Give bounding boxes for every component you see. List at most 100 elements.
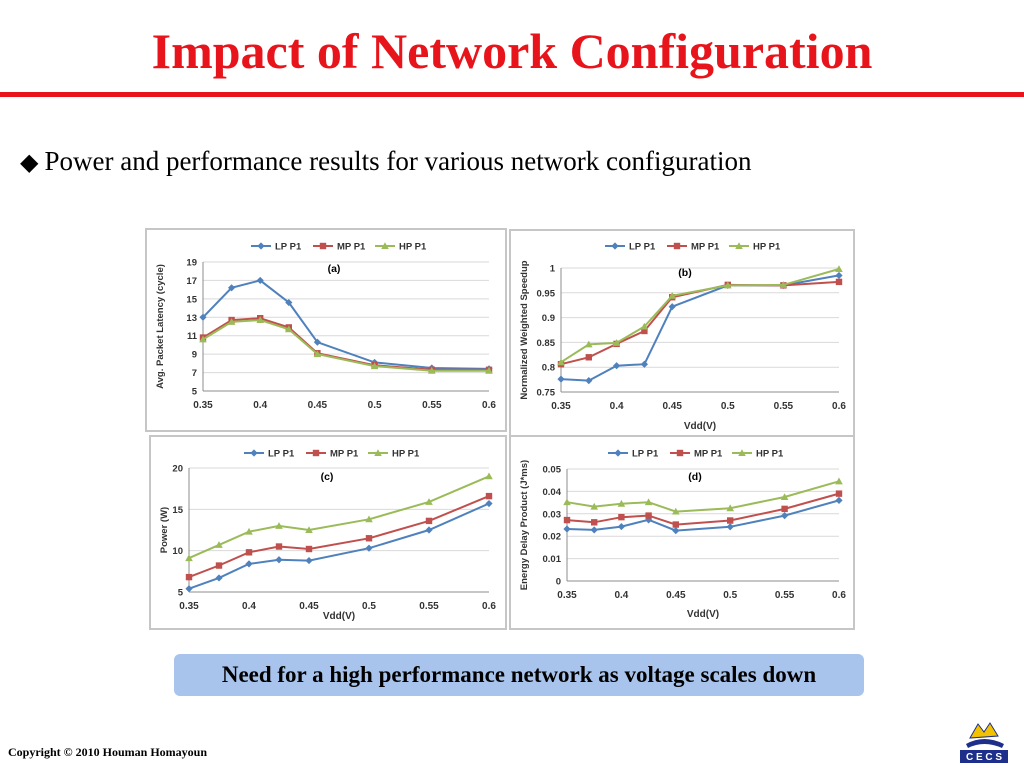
legend-marker	[738, 449, 746, 456]
x-tick-label: 0.45	[299, 601, 319, 612]
data-point	[305, 545, 313, 553]
legend-item: HP P1	[368, 449, 420, 460]
data-point	[185, 573, 193, 581]
chart-panel-c: 5 10 15 20 0.35 0.4 0.45 0.5 0.55 0.6 Vdd(V) Power …	[149, 435, 507, 630]
y-tick-label: 0.85	[537, 338, 556, 349]
data-point	[668, 291, 676, 299]
data-point	[726, 523, 734, 531]
legend-item: LP P1	[605, 242, 656, 253]
legend-item: LP P1	[608, 449, 659, 460]
panel-label: (a)	[328, 263, 341, 275]
y-tick-label: 0.05	[543, 465, 562, 476]
data-point	[365, 544, 373, 552]
series-line	[566, 480, 840, 513]
series-line	[566, 499, 840, 532]
chart-panel-a: 5 7 9 11 13 15 17 19 0.35 0.4 0.45 0.5 0.55 0.6 Avg. P…	[145, 228, 507, 432]
legend-item: HP P1	[729, 242, 781, 253]
legend-marker	[319, 242, 327, 250]
data-point	[835, 490, 843, 497]
y-axis-label: Power (W)	[159, 507, 170, 553]
y-tick-label: 0.75	[537, 388, 556, 399]
y-tick-label: 0.02	[543, 532, 562, 543]
x-tick-label: 0.55	[422, 400, 442, 411]
chart-panel-b: 0.75 0.8 0.85 0.9 0.95 1 0.35 0.4 0.45 0.5 0.55 0.6…	[509, 229, 855, 437]
data-point	[779, 281, 788, 288]
data-point	[365, 515, 373, 523]
x-tick-label: 0.5	[723, 590, 737, 601]
series-line	[202, 279, 490, 370]
y-tick-label: 19	[186, 258, 197, 269]
legend-item: LP P1	[244, 449, 295, 460]
legend-marker	[381, 242, 389, 249]
data-point	[724, 281, 732, 289]
data-point	[557, 375, 565, 383]
x-tick-label: 0.55	[419, 601, 439, 612]
y-tick-label: 1	[550, 264, 556, 275]
logo-text: C E C S	[966, 752, 1002, 763]
x-tick-label: 0.45	[308, 400, 328, 411]
latency-chart: 5 7 9 11 13 15 17 19 0.35 0.4 0.45 0.5 0.55 0.6 Avg. P…	[155, 242, 496, 412]
data-point	[835, 496, 843, 504]
x-tick-label: 0.6	[832, 401, 846, 412]
y-axis-label: Avg. Packet Latency (cycle)	[155, 264, 166, 389]
data-point	[585, 354, 592, 361]
x-tick-label: 0.5	[368, 400, 382, 411]
legend-item: MP P1	[313, 242, 366, 253]
data-point	[835, 477, 843, 485]
legend-marker	[250, 449, 258, 457]
x-tick-label: 0.35	[557, 590, 577, 601]
data-point	[590, 502, 598, 510]
legend-item: HP P1	[732, 449, 784, 460]
data-point	[563, 516, 571, 524]
data-point	[585, 376, 593, 385]
data-point	[644, 498, 653, 506]
legend-label: HP P1	[753, 242, 781, 253]
data-point	[245, 560, 253, 568]
legend-label: HP P1	[399, 242, 427, 253]
legend-label: LP P1	[632, 449, 659, 460]
data-point	[185, 554, 193, 562]
copyright-text: Copyright © 2010 Houman Homayoun	[8, 745, 207, 759]
data-point	[672, 507, 680, 515]
data-point	[245, 549, 253, 556]
y-tick-label: 5	[178, 588, 184, 599]
legend-item: MP P1	[667, 242, 720, 253]
callout-text: Need for a high performance network as v…	[221, 662, 817, 687]
data-point	[215, 541, 223, 548]
data-point	[618, 513, 625, 521]
series-line	[202, 319, 489, 372]
x-tick-label: 0.4	[614, 590, 628, 601]
data-point	[563, 525, 571, 533]
data-point	[275, 543, 283, 550]
x-tick-label: 0.45	[666, 590, 686, 601]
legend-label: HP P1	[756, 449, 784, 460]
legend-label: MP P1	[337, 242, 366, 253]
cecs-logo: C E C S	[960, 722, 1008, 763]
data-point	[835, 278, 843, 286]
bullet-point: ◆ Power and performance results for vario…	[20, 146, 752, 177]
data-point	[199, 335, 207, 343]
data-point	[370, 362, 379, 370]
data-point	[835, 265, 843, 272]
y-tick-label: 13	[186, 313, 197, 324]
legend-item: HP P1	[375, 242, 427, 253]
y-axis-label: Energy Delay Product (J*ms)	[519, 460, 530, 590]
legend-marker	[614, 449, 622, 457]
legend-marker	[676, 449, 684, 457]
series-line	[188, 502, 490, 590]
y-tick-label: 0.04	[543, 487, 562, 498]
x-tick-label: 0.55	[774, 401, 794, 412]
data-point	[780, 493, 789, 500]
legend-marker	[735, 242, 743, 249]
legend-marker	[312, 449, 320, 457]
x-tick-label: 0.6	[482, 601, 496, 612]
x-axis-label: Vdd(V)	[684, 421, 716, 432]
x-axis-label: Vdd(V)	[687, 609, 719, 620]
x-tick-label: 0.55	[775, 590, 795, 601]
series-line	[560, 268, 840, 364]
y-tick-label: 0.95	[537, 288, 556, 299]
y-tick-label: 15	[186, 294, 197, 305]
data-point	[485, 366, 493, 374]
data-point	[428, 366, 436, 374]
data-point	[672, 527, 680, 535]
